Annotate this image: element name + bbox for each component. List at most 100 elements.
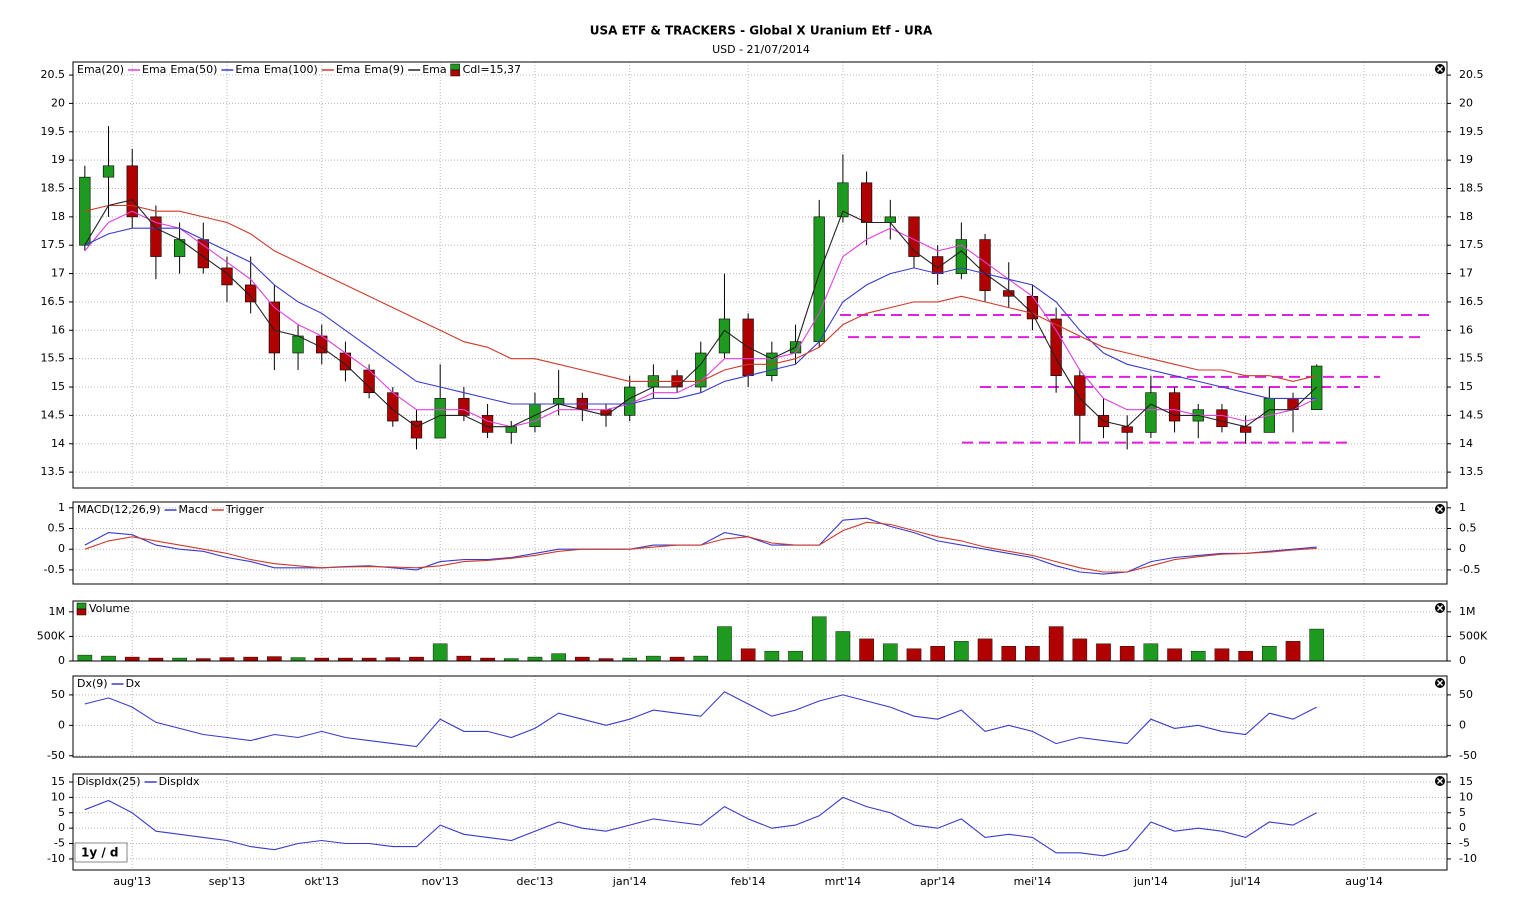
legend-indicator: Ema(9) [364, 63, 404, 76]
legend-entry: Ema [336, 63, 360, 76]
legend-indicator: Ema(20) [77, 63, 124, 76]
y-tick-label: 0 [58, 821, 65, 834]
y-tick-label: -50 [47, 749, 65, 762]
y-tick-label: 10 [51, 790, 65, 803]
y-tick-label-right: 1M [1459, 605, 1476, 618]
panel-frame [72, 675, 1448, 758]
candle-body [126, 165, 138, 218]
volume-bar [740, 648, 756, 662]
candle-body [718, 318, 731, 354]
legend-swatch-up [450, 63, 460, 71]
volume-bar [1285, 641, 1301, 662]
x-tick-label: jun'14 [1133, 875, 1168, 888]
y-tick-label-right: 50 [1459, 688, 1473, 701]
y-tick-label-right: 0 [1459, 821, 1466, 834]
series-line [84, 796, 1317, 857]
x-tick-label: jul'14 [1230, 875, 1261, 888]
close-icon-x [1437, 680, 1443, 686]
y-tick-label-right: 13.5 [1459, 465, 1484, 478]
volume-bar [954, 641, 969, 662]
candle-body [221, 267, 233, 286]
y-tick-label: 19.5 [41, 125, 66, 138]
panel-frame [72, 501, 1448, 585]
volume-bar [1001, 646, 1017, 662]
y-tick-label-right: 20.5 [1459, 68, 1484, 81]
volume-bar [101, 655, 116, 662]
legend-indicator: Ema(100) [264, 63, 318, 76]
y-tick-label: 18 [51, 210, 65, 223]
candle-body [1050, 318, 1062, 376]
y-tick-label: 5 [58, 806, 65, 819]
y-tick-label-right: 0 [1459, 654, 1466, 667]
y-tick-label-right: 16 [1459, 323, 1473, 336]
y-tick-label: 14.5 [41, 408, 66, 421]
legend-indicator: Ema(50) [170, 63, 217, 76]
y-tick-label: 20 [51, 96, 65, 109]
y-tick-label-right: 15 [1459, 775, 1473, 788]
y-tick-label: 1M [49, 605, 66, 618]
y-tick-label-right: 17.5 [1459, 238, 1484, 251]
volume-bar [1167, 648, 1182, 662]
y-tick-label: 13.5 [41, 465, 66, 478]
legend-swatch-down [450, 69, 460, 77]
y-tick-label-right: 500K [1459, 629, 1488, 642]
x-tick-label: mrt'14 [825, 875, 862, 888]
chart-subtitle: USD - 21/07/2014 [712, 43, 810, 56]
volume-bar [859, 638, 874, 662]
x-tick-label: okt'13 [305, 875, 339, 888]
close-icon-x [1437, 66, 1443, 72]
y-tick-label: 17 [51, 267, 65, 280]
volume-bar [1238, 650, 1253, 662]
y-tick-label: -10 [47, 852, 65, 865]
volume-bar [1309, 628, 1325, 662]
panel-frame [72, 773, 1448, 871]
candle-body [1121, 426, 1133, 433]
volume-bar [882, 643, 898, 662]
y-tick-label: 0 [58, 718, 65, 731]
y-tick-label-right: 5 [1459, 806, 1466, 819]
y-tick-label-right: 0.5 [1459, 522, 1477, 535]
y-tick-label: -0.5 [44, 563, 65, 576]
candle-body [1074, 375, 1086, 416]
close-icon-x [1437, 605, 1443, 611]
legend-entry: Ema [142, 63, 166, 76]
x-tick-label: jan'14 [612, 875, 647, 888]
candle-body [1168, 392, 1181, 422]
candle-body [1145, 392, 1157, 433]
x-tick-label: aug'13 [113, 875, 151, 888]
y-tick-label-right: 14 [1459, 437, 1473, 450]
y-tick-label: 20.5 [41, 68, 66, 81]
legend-title: MACD(12,26,9) [77, 503, 161, 516]
candle-body [410, 420, 423, 439]
candle-body [268, 301, 280, 354]
series-line [84, 227, 1317, 405]
y-tick-label-right: 0 [1459, 542, 1466, 555]
candle-body [292, 335, 304, 354]
y-tick-label-right: 15 [1459, 380, 1473, 393]
legend-entry: Macd [179, 503, 208, 516]
y-tick-label-right: -5 [1459, 837, 1470, 850]
legend-title: Dx(9) [77, 677, 108, 690]
period-box [74, 842, 128, 863]
volume-bar [1096, 643, 1111, 662]
close-icon-x [1437, 778, 1443, 784]
volume-bar [1025, 646, 1040, 662]
y-tick-label: 16 [51, 323, 65, 336]
y-tick-label: 500K [37, 629, 66, 642]
volume-bar [1072, 638, 1088, 662]
period-label: 1y / d [81, 846, 119, 860]
volume-bar [575, 656, 590, 662]
x-tick-label: nov'13 [422, 875, 459, 888]
series-line [84, 204, 1317, 382]
y-tick-label-right: 1 [1459, 501, 1466, 514]
y-tick-label-right: 20 [1459, 96, 1473, 109]
volume-bar [811, 616, 827, 662]
legend-entry: Volume [89, 602, 130, 615]
volume-bar [1119, 646, 1135, 662]
volume-bar [669, 656, 685, 662]
x-tick-label: feb'14 [731, 875, 766, 888]
volume-bar [290, 657, 306, 662]
volume-bar [124, 656, 140, 662]
series-line [84, 517, 1317, 575]
